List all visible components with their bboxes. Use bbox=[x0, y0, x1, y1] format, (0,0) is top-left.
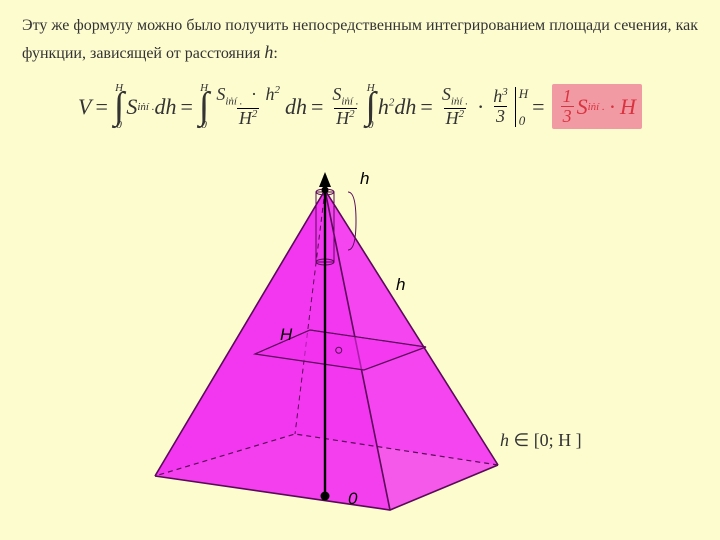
svg-text:h: h bbox=[396, 275, 405, 294]
formula-block: V = H ∫ 0 Siṅí . dh = H ∫ 0 Siṅí . · h2 bbox=[10, 84, 710, 148]
integral-2: H ∫ 0 bbox=[199, 84, 209, 129]
op-eq-4: = bbox=[420, 94, 432, 120]
slide: Эту же формулу можно было получить непос… bbox=[0, 0, 720, 540]
eval-upper: H bbox=[519, 87, 528, 100]
sym-h2-h: h bbox=[378, 94, 389, 119]
op-dot-2: · bbox=[477, 94, 484, 120]
intro-text-post: : bbox=[273, 45, 277, 62]
frac3-num: Siṅí . bbox=[440, 85, 470, 108]
result-num: 1 bbox=[561, 87, 574, 106]
sym-S-1: S bbox=[126, 94, 137, 120]
op-eq-3: = bbox=[311, 94, 323, 120]
eval-lower: 0 bbox=[519, 114, 528, 127]
frac-h3-den: 3 bbox=[494, 106, 507, 126]
integral-1: H ∫ 0 bbox=[114, 84, 124, 129]
int3-lower: 0 bbox=[368, 121, 374, 129]
frac2-S: S bbox=[332, 84, 341, 104]
frac1-H: H bbox=[239, 108, 252, 128]
frac1-num: Siṅí . · h2 bbox=[214, 85, 282, 108]
result-den: 3 bbox=[561, 106, 574, 126]
frac3-den: H2 bbox=[444, 108, 467, 128]
intro-text-pre: Эту же формулу можно было получить непос… bbox=[22, 17, 698, 62]
svg-text:0: 0 bbox=[348, 489, 358, 508]
frac2-num: Siṅí . bbox=[330, 85, 360, 108]
int1-lower: 0 bbox=[116, 121, 122, 129]
sym-dh-3: dh bbox=[394, 94, 416, 120]
frac3-H: H bbox=[446, 108, 459, 128]
result-S: S bbox=[577, 94, 588, 120]
frac2-H2: 2 bbox=[349, 108, 355, 120]
frac1-dot: · bbox=[251, 84, 257, 104]
result-Ssub: iṅí . bbox=[588, 101, 605, 113]
svg-text:h: h bbox=[360, 169, 369, 188]
range-interval: [0; H ] bbox=[534, 430, 582, 450]
intro-paragraph: Эту же формулу можно было получить непос… bbox=[22, 14, 698, 67]
frac-h3-sup: 3 bbox=[502, 86, 508, 98]
eval-bar: H 0 bbox=[515, 87, 528, 127]
frac3-H2: 2 bbox=[459, 108, 465, 120]
frac3-Ssub: iṅí . bbox=[451, 96, 468, 108]
frac1-Ssub: iṅí . bbox=[225, 96, 242, 108]
op-eq-1: = bbox=[96, 94, 108, 120]
frac1-den: H2 bbox=[237, 108, 260, 128]
result-H: H bbox=[620, 94, 636, 120]
frac-2: Siṅí . H2 bbox=[330, 85, 360, 128]
frac2-den: H2 bbox=[334, 108, 357, 128]
frac-h3: h3 3 bbox=[491, 87, 510, 126]
frac-h3-num: h3 bbox=[491, 87, 510, 106]
frac2-H: H bbox=[336, 108, 349, 128]
volume-formula: V = H ∫ 0 Siṅí . dh = H ∫ 0 Siṅí . · h2 bbox=[10, 84, 710, 129]
range-in: ∈ bbox=[514, 430, 530, 450]
frac-h3-h: h bbox=[493, 86, 502, 106]
int2-lower: 0 bbox=[201, 121, 207, 129]
sym-V: V bbox=[78, 94, 91, 120]
frac-1: Siṅí . · h2 H2 bbox=[214, 85, 282, 128]
integral-3: H ∫ 0 bbox=[365, 84, 375, 129]
frac1-S: S bbox=[216, 84, 225, 104]
sym-h2: h2 bbox=[378, 94, 395, 120]
frac-3: Siṅí . H2 bbox=[440, 85, 470, 128]
sym-dh-2: dh bbox=[285, 94, 307, 120]
sym-dh-1: dh bbox=[154, 94, 176, 120]
h-range: h ∈ [0; H ] bbox=[500, 430, 582, 451]
result-frac: 1 3 bbox=[561, 87, 574, 126]
sym-S1-sub: iṅí . bbox=[137, 101, 154, 113]
frac3-S: S bbox=[442, 84, 451, 104]
frac2-Ssub: iṅí . bbox=[341, 96, 358, 108]
int-symbol-3: ∫ bbox=[365, 92, 375, 121]
int-symbol-2: ∫ bbox=[199, 92, 209, 121]
svg-text:H: H bbox=[280, 325, 293, 344]
result-highlight: 1 3 Siṅí . · H bbox=[552, 84, 642, 129]
int-symbol-1: ∫ bbox=[114, 92, 124, 121]
result-dot: · bbox=[609, 94, 616, 120]
range-h: h bbox=[500, 430, 509, 450]
op-eq-5: = bbox=[532, 94, 544, 120]
frac1-h2: 2 bbox=[274, 84, 280, 96]
frac1-H2: 2 bbox=[252, 108, 258, 120]
op-eq-2: = bbox=[180, 94, 192, 120]
pyramid-figure: h h H 0 bbox=[100, 160, 520, 530]
